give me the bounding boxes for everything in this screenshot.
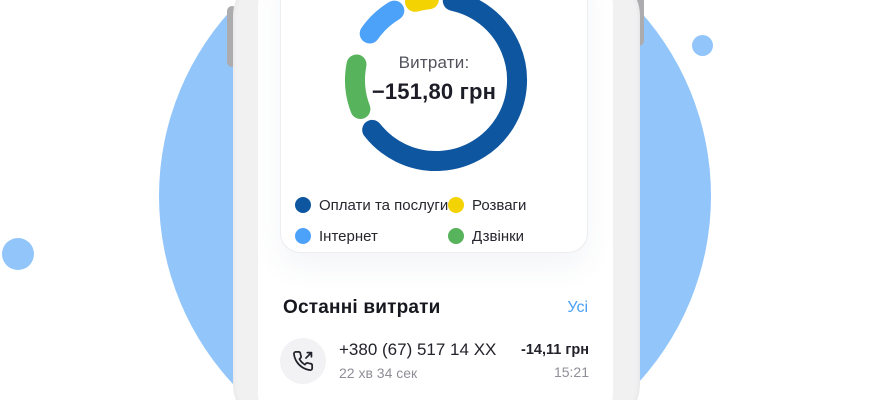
transaction-duration: 22 хв 34 сек [339,365,418,381]
arc-internet [359,0,405,44]
legend-dot-payments-icon [295,197,311,213]
transaction-time: 15:21 [553,363,589,380]
donut-center-label: Витрати: −151,80 грн [281,53,587,105]
expenses-chart-card: Витрати: −151,80 грн Оплати та послуги Р… [280,0,588,253]
outgoing-call-icon [293,350,314,371]
legend-label-entertainment: Розваги [472,196,527,214]
transaction-side: -14,11 грн 15:21 [521,342,589,380]
transaction-icon-circle [280,337,326,384]
legend-dot-calls-icon [448,228,464,244]
legend-label-internet: Інтернет [319,227,378,245]
legend-label-payments: Оплати та послуги [319,196,449,214]
transaction-amount: -14,11 грн [521,341,589,358]
arc-payments [362,0,528,172]
transaction-row[interactable]: +380 (67) 517 14 XX 22 хв 34 сек -14,11 … [280,337,589,384]
recent-expenses-title: Останні витрати [283,297,441,318]
phone-volume-button [227,6,237,67]
phone-mockup: Витрати: −151,80 грн Оплати та послуги Р… [233,0,640,400]
legend-label-calls: Дзвінки [472,227,525,245]
phone-screen: Витрати: −151,80 грн Оплати та послуги Р… [258,0,613,400]
recent-expenses-header: Останні витрати Усі [283,297,588,319]
transaction-main: +380 (67) 517 14 XX 22 хв 34 сек [339,340,496,381]
expenses-total: −151,80 грн [371,79,497,104]
all-expenses-link[interactable]: Усі [567,299,588,316]
legend-item-internet: Інтернет [295,226,378,246]
legend-item-entertainment: Розваги [448,195,526,215]
expenses-donut-chart [345,0,528,172]
legend-dot-entertainment-icon [448,197,464,213]
decor-dot-left [2,238,34,270]
legend-dot-internet-icon [295,228,311,244]
legend-item-payments: Оплати та послуги [295,195,448,215]
legend-item-calls: Дзвінки [448,226,524,246]
arc-entertainment [405,0,439,12]
arc-calls [345,54,371,119]
expenses-label: Витрати: [398,53,470,72]
transaction-phone-number: +380 (67) 517 14 XX [339,340,497,359]
decor-dot-right [692,35,713,56]
